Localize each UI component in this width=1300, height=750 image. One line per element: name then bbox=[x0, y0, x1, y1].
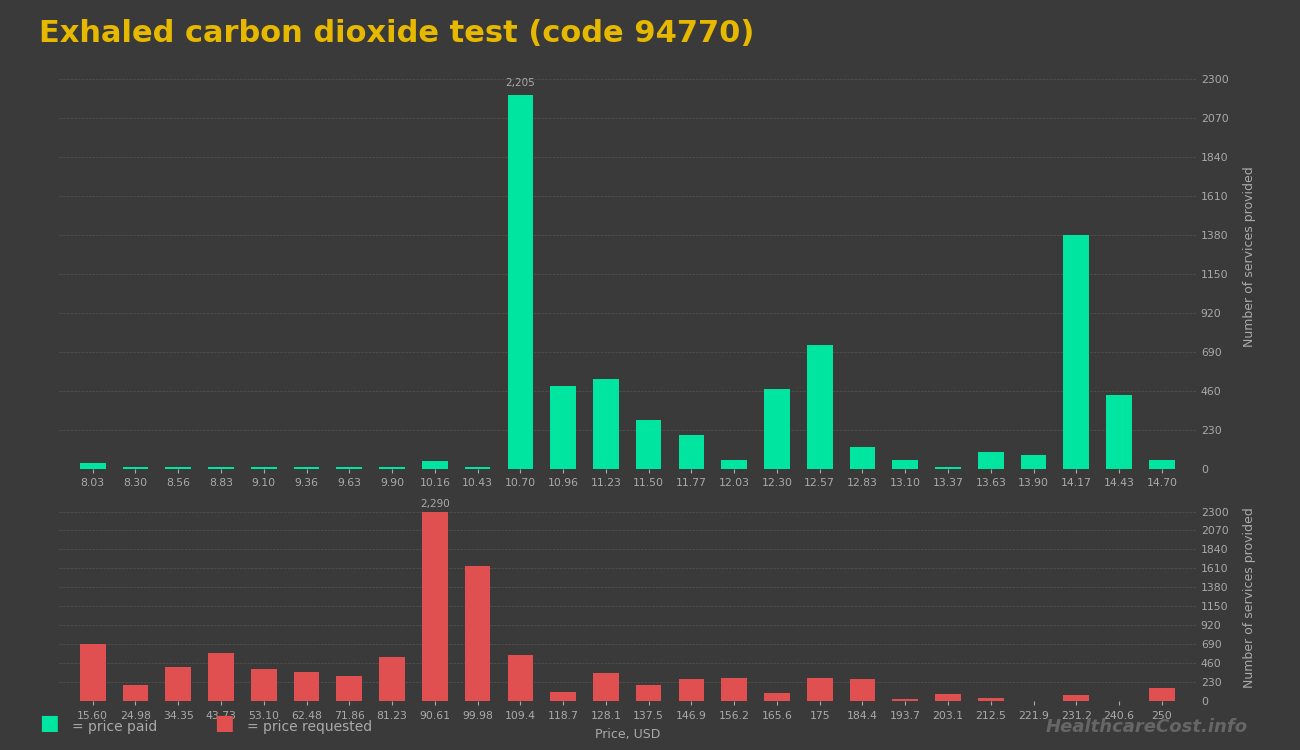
Bar bbox=[251, 669, 277, 701]
Bar bbox=[593, 673, 619, 701]
Bar bbox=[294, 672, 320, 701]
Bar bbox=[636, 686, 662, 701]
Bar bbox=[850, 680, 875, 701]
Text: 2,290: 2,290 bbox=[420, 499, 450, 509]
Bar bbox=[636, 419, 662, 469]
Bar bbox=[935, 694, 961, 701]
Text: HealthcareCost.info: HealthcareCost.info bbox=[1046, 718, 1248, 736]
Bar bbox=[722, 678, 748, 701]
Bar bbox=[550, 692, 576, 701]
Bar bbox=[380, 467, 404, 469]
Bar bbox=[892, 699, 918, 701]
Bar bbox=[679, 679, 705, 701]
Bar bbox=[1149, 460, 1175, 469]
Bar bbox=[764, 389, 790, 469]
Bar bbox=[337, 467, 363, 469]
Text: = price paid: = price paid bbox=[72, 719, 157, 734]
Bar bbox=[422, 461, 447, 469]
Bar bbox=[294, 467, 320, 469]
Bar bbox=[122, 467, 148, 469]
Bar bbox=[165, 467, 191, 469]
Bar bbox=[79, 644, 105, 701]
Bar bbox=[1063, 235, 1089, 469]
Bar bbox=[807, 345, 832, 469]
Y-axis label: Number of services provided: Number of services provided bbox=[1243, 166, 1256, 347]
Bar bbox=[465, 467, 490, 469]
Bar bbox=[978, 452, 1004, 469]
Bar bbox=[807, 678, 832, 701]
Bar bbox=[507, 655, 533, 701]
Bar bbox=[722, 460, 748, 469]
Bar bbox=[208, 467, 234, 469]
Bar bbox=[507, 95, 533, 469]
Bar bbox=[850, 447, 875, 469]
Bar bbox=[337, 676, 363, 701]
Bar bbox=[465, 566, 490, 701]
Bar bbox=[122, 686, 148, 701]
Bar bbox=[1020, 455, 1046, 469]
Y-axis label: Number of services provided: Number of services provided bbox=[1243, 508, 1256, 688]
Bar bbox=[380, 657, 404, 701]
Bar bbox=[978, 698, 1004, 701]
Bar bbox=[165, 667, 191, 701]
X-axis label: Price, USD: Price, USD bbox=[594, 728, 660, 741]
Bar bbox=[935, 467, 961, 469]
Bar bbox=[251, 467, 277, 469]
Text: Exhaled carbon dioxide test (code 94770): Exhaled carbon dioxide test (code 94770) bbox=[39, 19, 754, 48]
Bar bbox=[422, 512, 447, 701]
Bar bbox=[892, 460, 918, 469]
Bar bbox=[679, 435, 705, 469]
X-axis label: Price, USD: Price, USD bbox=[594, 496, 660, 508]
Bar bbox=[764, 693, 790, 701]
Bar bbox=[593, 379, 619, 469]
Bar bbox=[550, 386, 576, 469]
Text: ■: ■ bbox=[39, 713, 58, 734]
Text: ■: ■ bbox=[214, 713, 234, 734]
Bar bbox=[1149, 688, 1175, 701]
Bar bbox=[208, 652, 234, 701]
Bar bbox=[79, 463, 105, 469]
Bar bbox=[1063, 695, 1089, 701]
Bar bbox=[1106, 395, 1132, 469]
Text: 2,205: 2,205 bbox=[506, 78, 536, 88]
Text: = price requested: = price requested bbox=[247, 719, 372, 734]
